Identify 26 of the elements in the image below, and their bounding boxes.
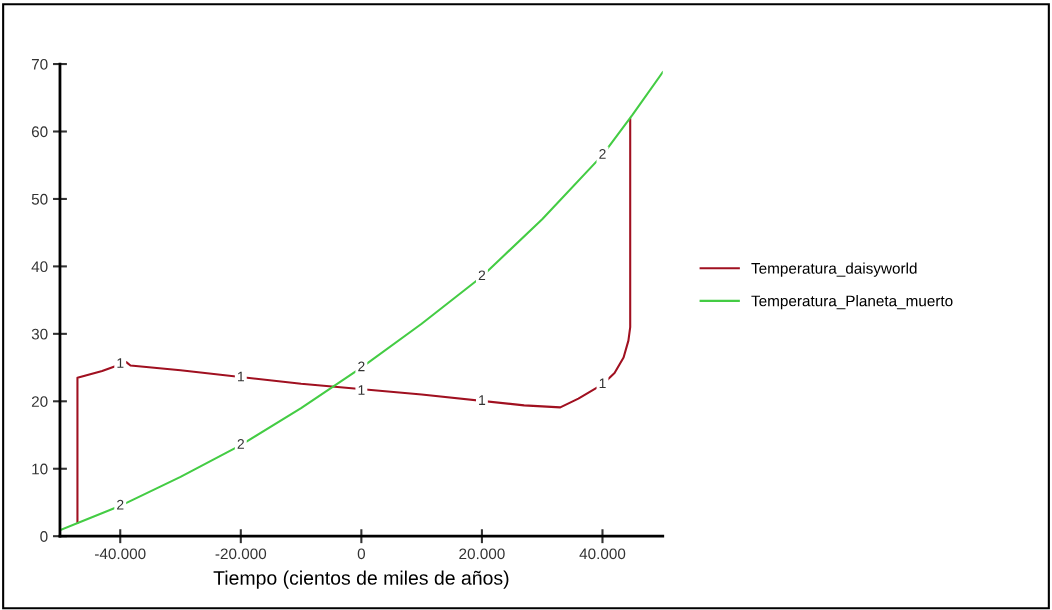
- y-tick-label: 30: [31, 328, 48, 340]
- annotation: 1: [358, 385, 365, 395]
- y-tick-label: 10: [32, 463, 48, 475]
- annotation: 2: [117, 499, 124, 510]
- annotation: 2: [478, 270, 486, 281]
- y-tick-label: 70: [31, 58, 48, 70]
- y-tick-label: 20: [31, 396, 48, 407]
- x-tick-label: 0: [357, 548, 366, 560]
- annotation: 1: [599, 378, 606, 389]
- annotation: 2: [599, 149, 606, 159]
- x-tick-label: 20.000: [459, 548, 505, 560]
- annotation: 2: [237, 439, 244, 449]
- x-tick-label: 40.000: [579, 548, 626, 560]
- y-tick-label: 40: [31, 261, 48, 273]
- annotation: 1: [479, 395, 486, 405]
- legend-label: Temperatura_Planeta_muerto: [751, 295, 953, 310]
- x-tick-label: -20.000: [215, 548, 267, 560]
- y-tick-label: 60: [31, 126, 48, 138]
- legend-label: Temperatura_daisyworld: [751, 262, 917, 277]
- annotation: 1: [117, 358, 124, 368]
- y-tick-label: 0: [40, 531, 48, 542]
- annotation: 2: [358, 361, 365, 372]
- annotation: 1: [238, 371, 244, 382]
- x-tick-label: -40.000: [95, 548, 146, 560]
- y-tick-label: 50: [31, 193, 48, 205]
- x-axis-title: Tiempo (cientos de miles de años): [213, 570, 509, 589]
